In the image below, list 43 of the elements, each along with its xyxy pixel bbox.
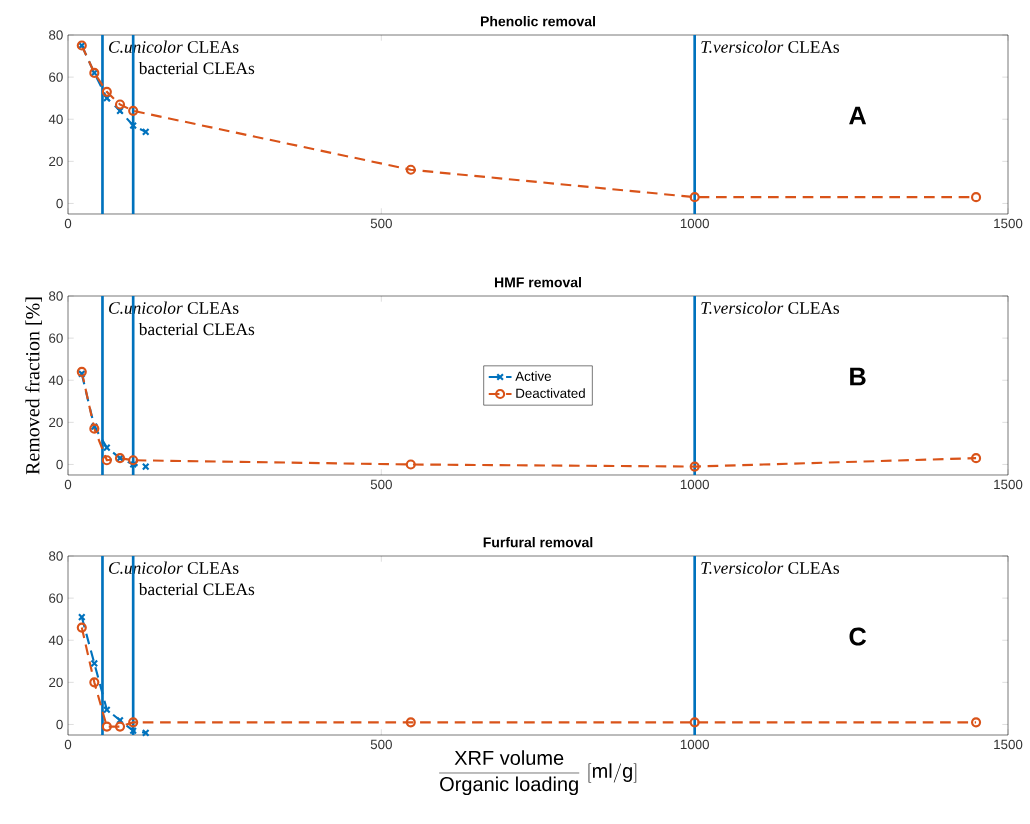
y-axis-title: Removed fraction [%] xyxy=(25,297,42,475)
y-tick-label: 40 xyxy=(48,635,63,645)
x-tick-label: 0 xyxy=(64,739,72,750)
y-tick-label: 60 xyxy=(49,333,63,343)
y-tick-label: 0 xyxy=(56,459,63,470)
y-tick-label: 40 xyxy=(48,114,63,124)
ref-line-label: bacterial CLEAs xyxy=(138,61,255,75)
chart-title: HMF removal xyxy=(494,277,581,288)
x-tick-label: 1000 xyxy=(680,218,709,229)
y-tick-label: 20 xyxy=(49,417,63,428)
x-tick-label: 1000 xyxy=(680,479,709,490)
ref-line-label: bacterial CLEAs xyxy=(138,582,255,596)
x-tick-label: 0 xyxy=(64,218,72,229)
y-tick-label: 80 xyxy=(49,551,63,561)
x-axis-title: $\frac{\mathrm{XRF\ volume}}{\mathrm{Organic\ loading}}\ [\mathrm{ml/g}]$ xyxy=(439,750,637,796)
y-tick-label: 80 xyxy=(49,30,63,40)
x-tick-label: 1500 xyxy=(994,218,1023,229)
x-tick-label: 1500 xyxy=(994,739,1023,750)
chart-title: Furfural removal xyxy=(483,537,593,548)
annotation: A xyxy=(849,106,867,125)
y-tick-label: 0 xyxy=(56,719,63,730)
y-tick-label: 80 xyxy=(49,291,63,301)
x-tick-label: 500 xyxy=(370,739,392,750)
annotation: C xyxy=(849,627,867,646)
annotation: B xyxy=(850,367,866,386)
ref-line-label: T.versicolor CLEAs xyxy=(701,40,840,53)
x-tick-label: 0 xyxy=(64,479,72,490)
x-tick-label: 1000 xyxy=(680,739,709,750)
ref-line-label: T.versicolor CLEAs xyxy=(701,561,840,574)
x-tick-label: 500 xyxy=(370,218,392,229)
y-tick-label: 60 xyxy=(49,72,63,82)
ref-line-label: bacterial CLEAs xyxy=(138,322,255,336)
y-tick-label: 20 xyxy=(49,677,63,688)
legend-label: Active xyxy=(515,371,551,381)
x-tick-label: 1500 xyxy=(994,479,1023,490)
x-tick-label: 500 xyxy=(370,479,392,490)
chart-title: Phenolic removal xyxy=(480,16,595,27)
y-tick-label: 40 xyxy=(48,375,63,385)
y-tick-label: 0 xyxy=(56,198,63,209)
legend-label: Deactivated xyxy=(516,388,585,398)
ref-line-label: T.versicolor CLEAs xyxy=(701,301,840,314)
y-tick-label: 20 xyxy=(49,156,63,167)
y-tick-label: 60 xyxy=(49,593,63,603)
